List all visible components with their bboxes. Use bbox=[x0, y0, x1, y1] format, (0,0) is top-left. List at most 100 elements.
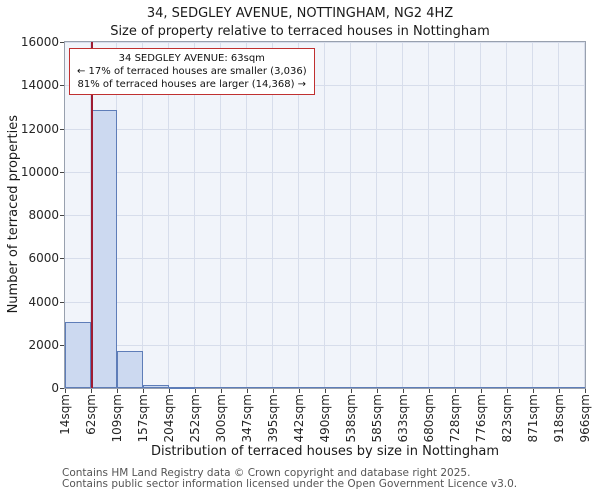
x-gridline bbox=[297, 42, 299, 388]
histogram-bar bbox=[143, 384, 169, 388]
x-gridline bbox=[557, 42, 559, 388]
x-tick-label: 14sqm bbox=[58, 394, 72, 435]
x-tick-label-text: 585sqm bbox=[369, 394, 384, 443]
x-tick-label: 395sqm bbox=[266, 394, 280, 442]
footer-attribution-ogl: Contains public sector information licen… bbox=[62, 478, 518, 490]
x-tick-label: 300sqm bbox=[214, 394, 228, 442]
x-tick-mark bbox=[428, 389, 430, 393]
histogram-bar-zero bbox=[273, 387, 299, 388]
y-tick-label: 16000 bbox=[20, 35, 59, 49]
y-gridline bbox=[65, 258, 585, 260]
annotation-larger-share: 81% of terraced houses are larger (14,36… bbox=[77, 79, 307, 90]
property-size-marker-line bbox=[90, 42, 93, 388]
histogram-bar-zero bbox=[481, 387, 507, 388]
y-gridline bbox=[65, 42, 585, 43]
y-gridline bbox=[65, 344, 585, 346]
x-tick-label: 585sqm bbox=[370, 394, 384, 442]
x-tick-label-text: 871sqm bbox=[526, 394, 541, 443]
chart-title: 34, SEDGLEY AVENUE, NOTTINGHAM, NG2 4HZ bbox=[146, 6, 454, 21]
y-tick-label: 8000 bbox=[28, 208, 59, 222]
histogram-bar bbox=[168, 386, 195, 389]
x-tick-label-text: 442sqm bbox=[291, 394, 306, 443]
y-gridline bbox=[65, 128, 585, 130]
x-tick-label: 966sqm bbox=[578, 394, 592, 442]
x-tick-label: 252sqm bbox=[188, 394, 202, 442]
x-axis-title: Distribution of terraced houses by size … bbox=[150, 444, 500, 459]
x-tick-mark bbox=[558, 389, 560, 393]
y-tick-mark bbox=[60, 258, 64, 260]
x-gridline bbox=[454, 42, 455, 388]
histogram-bar-zero bbox=[455, 387, 482, 388]
x-tick-mark bbox=[195, 389, 196, 393]
x-gridline bbox=[167, 42, 169, 388]
x-tick-label: 62sqm bbox=[84, 394, 98, 435]
histogram-bar-zero bbox=[533, 387, 559, 388]
x-gridline bbox=[584, 42, 585, 388]
x-tick-label-text: 62sqm bbox=[84, 394, 99, 435]
x-gridline bbox=[272, 42, 274, 388]
y-tick-label: 6000 bbox=[28, 251, 59, 266]
x-tick-label: 204sqm bbox=[162, 394, 176, 442]
y-tick-mark bbox=[60, 85, 64, 87]
x-tick-mark bbox=[481, 389, 483, 393]
annotation-property-size: 34 SEDGLEY AVENUE: 63sqm bbox=[118, 53, 265, 64]
x-tick-label-text: 680sqm bbox=[421, 394, 436, 443]
histogram-bar-zero bbox=[376, 387, 404, 388]
x-tick-label: 871sqm bbox=[526, 394, 540, 442]
x-tick-label-text: 300sqm bbox=[214, 394, 229, 443]
histogram-bar-zero bbox=[351, 387, 377, 388]
histogram-bar-zero bbox=[506, 387, 534, 388]
x-tick-mark bbox=[221, 389, 223, 393]
x-gridline bbox=[90, 42, 92, 388]
annotation-smaller-share: ← 17% of terraced houses are smaller (3,… bbox=[77, 66, 307, 77]
x-tick-label: 109sqm bbox=[110, 394, 124, 442]
y-tick-label: 4000 bbox=[28, 294, 59, 309]
x-tick-label: 347sqm bbox=[240, 394, 254, 442]
x-tick-label-text: 14sqm bbox=[58, 394, 72, 435]
x-tick-label-text: 157sqm bbox=[136, 394, 151, 443]
x-gridline bbox=[375, 42, 377, 388]
y-gridline bbox=[65, 85, 585, 87]
y-tick-mark bbox=[60, 301, 64, 303]
x-tick-label-text: 633sqm bbox=[396, 394, 411, 443]
x-tick-mark bbox=[91, 389, 93, 393]
histogram-bar-zero bbox=[403, 387, 429, 388]
histogram-bar-zero bbox=[298, 387, 325, 388]
x-gridline bbox=[532, 42, 534, 388]
x-tick-label: 776sqm bbox=[474, 394, 488, 442]
x-tick-mark bbox=[273, 389, 275, 393]
histogram-bar-zero bbox=[325, 387, 352, 388]
y-tick-label: 0 bbox=[51, 381, 59, 395]
x-tick-label: 633sqm bbox=[396, 394, 410, 442]
x-gridline bbox=[220, 42, 222, 388]
y-tick-label: 14000 bbox=[20, 78, 59, 93]
x-tick-mark bbox=[403, 389, 405, 393]
x-gridline bbox=[142, 42, 144, 388]
histogram-bar-zero bbox=[195, 387, 222, 388]
x-tick-mark bbox=[506, 389, 508, 393]
x-gridline bbox=[427, 42, 429, 388]
x-tick-label: 442sqm bbox=[292, 394, 306, 442]
histogram-bar bbox=[116, 351, 144, 388]
x-tick-label: 157sqm bbox=[136, 394, 150, 442]
x-gridline bbox=[324, 42, 325, 388]
y-tick-label: 12000 bbox=[20, 121, 59, 136]
plot-area bbox=[64, 41, 586, 389]
y-tick-label: 2000 bbox=[28, 337, 59, 352]
x-gridline bbox=[402, 42, 404, 388]
x-tick-label-text: 918sqm bbox=[551, 394, 566, 443]
x-tick-mark bbox=[298, 389, 300, 393]
x-tick-mark bbox=[143, 389, 145, 393]
histogram-bar-zero bbox=[246, 387, 274, 388]
x-tick-label-text: 538sqm bbox=[344, 394, 359, 443]
x-tick-mark bbox=[455, 389, 456, 393]
histogram-bar-zero bbox=[428, 387, 455, 388]
x-tick-mark bbox=[246, 389, 248, 393]
y-tick-mark bbox=[60, 388, 64, 389]
y-gridline bbox=[65, 171, 585, 173]
x-gridline bbox=[505, 42, 507, 388]
y-tick-mark bbox=[60, 42, 64, 43]
x-tick-label: 728sqm bbox=[448, 394, 462, 442]
x-tick-label-text: 395sqm bbox=[266, 394, 281, 443]
